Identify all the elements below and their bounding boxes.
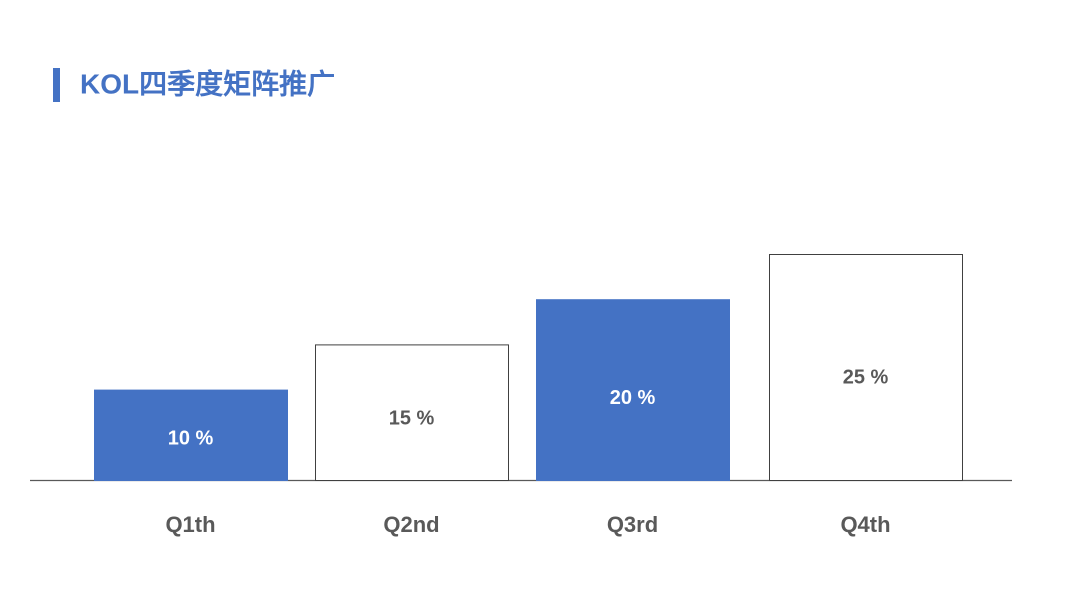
x-tick-label: Q1th <box>165 512 215 537</box>
title-accent <box>53 68 60 102</box>
data-label: 20 % <box>610 387 656 409</box>
bar <box>315 344 509 481</box>
data-label: 15 % <box>389 407 435 429</box>
bar <box>536 299 730 482</box>
x-tick-label: Q4th <box>840 512 890 537</box>
data-label: 10 % <box>168 428 214 450</box>
x-tick-label: Q2nd <box>383 512 439 537</box>
chart-title: KOL四季度矩阵推广 <box>80 68 335 99</box>
x-tick-label: Q3rd <box>607 512 658 537</box>
data-label: 25 % <box>843 367 889 389</box>
bar <box>769 254 963 481</box>
bar <box>94 389 288 482</box>
